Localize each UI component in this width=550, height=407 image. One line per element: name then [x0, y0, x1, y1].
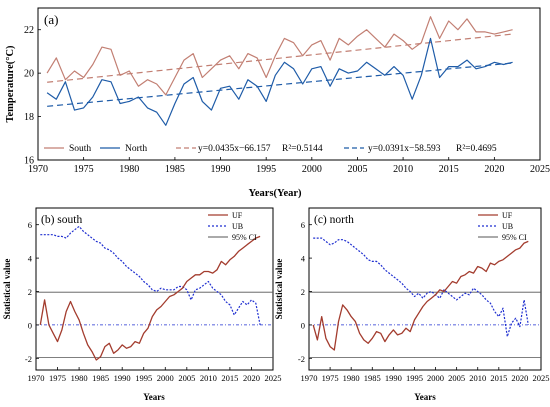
panel-b-south-mk-chart: (b) south 1970 1975 1980 1985 1990 1995 2000 20… [2, 207, 282, 402]
panel-c-x-tick-label: 2020 [511, 373, 528, 383]
panel-c-y-tick-label: -2 [298, 354, 305, 364]
panel-a-x-tick-label: 1975 [74, 164, 94, 175]
north-trend-line [47, 62, 513, 107]
panel-b-x-tick-label: 1975 [49, 373, 66, 383]
panel-a-x-tick-label: 2005 [347, 164, 367, 175]
panel-b-x-tick-label: 1985 [92, 373, 109, 383]
panel-c-x-tick-label: 1980 [343, 373, 360, 383]
panel-c-x-tick-label: 1970 [301, 373, 318, 383]
panel-c-x-tick-label: 1995 [406, 373, 423, 383]
panel-c-legend-ub-label: UB [502, 222, 513, 231]
panel-b-x-tick-label: 2015 [221, 373, 238, 383]
panel-c-x-tick-label: 1975 [322, 373, 339, 383]
panel-b-y-tick-label: 2 [28, 287, 32, 297]
panel-a-y-tick-label: 22 [24, 25, 34, 36]
legend-south-trend-r2: R²=0.5144 [282, 144, 323, 154]
panel-b-uf-line [39, 235, 261, 361]
panel-b-y-tick-label: 0 [28, 320, 32, 330]
panel-b-legend-uf-label: UF [232, 211, 243, 220]
panel-b-x-tick-label: 1970 [28, 373, 45, 383]
panel-c-y-tick-label: 2 [301, 287, 305, 297]
panel-c-x-tick-label: 2005 [448, 373, 465, 383]
panel-c-north-mk-chart: (c) north 1970 1975 1980 1985 1990 1995 2000 20… [274, 207, 550, 402]
north-temperature-line [46, 37, 513, 126]
panel-c-legend-uf-label: UF [502, 211, 513, 220]
panel-a-x-tick-label: 1985 [165, 164, 185, 175]
panel-b-y-tick-label: -2 [25, 354, 32, 364]
panel-b-x-tick-label: 2020 [243, 373, 260, 383]
south-temperature-line [46, 16, 513, 96]
panel-b-x-tick-label: 1990 [114, 373, 131, 383]
panel-a-x-axis-label: Years(Year) [248, 188, 302, 199]
panel-a-frame [37, 7, 541, 161]
panel-a-y-tick-label: 20 [24, 69, 34, 80]
panel-a-x-tick-label: 2015 [439, 164, 459, 175]
panel-a-y-tick-label: 18 [24, 112, 34, 123]
panel-b-x-tick-label: 2005 [178, 373, 195, 383]
panel-c-y-tick-label: 6 [301, 220, 305, 230]
south-trend-line [47, 33, 513, 83]
panel-b-x-tick-label: 2025 [265, 373, 282, 383]
panel-a-x-tick-label: 1980 [119, 164, 139, 175]
legend-south-label: South [69, 144, 91, 154]
panel-c-label: (c) north [314, 214, 354, 226]
legend-south-trend-equation: y=0.0435x−66.157 [198, 144, 271, 154]
panel-c-x-tick-label: 2025 [533, 373, 550, 383]
panel-b-x-tick-label: 2000 [157, 373, 174, 383]
panel-a-temperature-chart: (a) 1970 1975 1980 1985 1990 1995 2000 2005 2010… [5, 7, 550, 199]
legend-north-label: North [125, 144, 147, 154]
panel-a-x-tick-label: 2025 [530, 164, 550, 175]
panel-a-y-axis-label: Temperature(°C) [5, 45, 16, 123]
panel-c-x-tick-label: 1985 [364, 373, 381, 383]
panel-a-x-tick-label: 1995 [256, 164, 276, 175]
panel-c-uf-line [312, 240, 529, 351]
panel-c-legend: UF UB 95% CI [478, 211, 527, 242]
panel-b-ub-line [40, 225, 261, 326]
panel-b-y-tick-label: 6 [28, 220, 32, 230]
panel-b-legend-ci-label: 95% CI [232, 233, 257, 242]
panel-c-x-tick-label: 2000 [427, 373, 444, 383]
panel-b-x-tick-label: 2010 [200, 373, 217, 383]
panel-b-y-axis-label: Statistical value [2, 259, 12, 320]
panel-a-label: (a) [44, 12, 58, 27]
legend-north-trend-equation: y=0.0391x−58.593 [368, 144, 441, 154]
panel-b-x-tick-label: 1980 [71, 373, 88, 383]
panel-b-legend: UF UB 95% CI [208, 211, 257, 242]
panel-b-frame [35, 207, 274, 371]
panel-c-frame [308, 207, 542, 371]
panel-a-x-tick-label: 2020 [484, 164, 504, 175]
panel-b-x-tick-label: 1995 [135, 373, 152, 383]
panel-a-x-tick-label: 2000 [302, 164, 322, 175]
panel-a-x-tick-label: 2010 [393, 164, 413, 175]
panel-c-x-tick-label: 2015 [490, 373, 507, 383]
panel-c-y-tick-label: 4 [301, 254, 306, 264]
panel-a-x-tick-label: 1970 [28, 164, 48, 175]
panel-b-y-tick-label: 4 [28, 254, 33, 264]
panel-a-x-tick-label: 1990 [211, 164, 231, 175]
panel-c-x-tick-label: 2010 [469, 373, 486, 383]
panel-b-label: (b) south [41, 214, 82, 226]
panel-c-y-tick-label: 0 [301, 320, 305, 330]
panel-b-legend-ub-label: UB [232, 222, 243, 231]
panel-c-y-axis-label: Statistical value [274, 259, 284, 320]
panel-a-y-tick-label: 16 [24, 156, 34, 167]
panel-c-legend-ci-label: 95% CI [502, 233, 527, 242]
panel-c-x-axis-label: Years [414, 392, 436, 402]
panel-a-legend: South North y=0.0435x−66.157 R²=0.5144 y… [44, 144, 497, 154]
panel-c-x-tick-label: 1990 [385, 373, 402, 383]
panel-c-ub-line [313, 237, 529, 338]
panel-b-x-axis-label: Years [143, 392, 165, 402]
legend-north-trend-r2: R²=0.4695 [456, 144, 497, 154]
